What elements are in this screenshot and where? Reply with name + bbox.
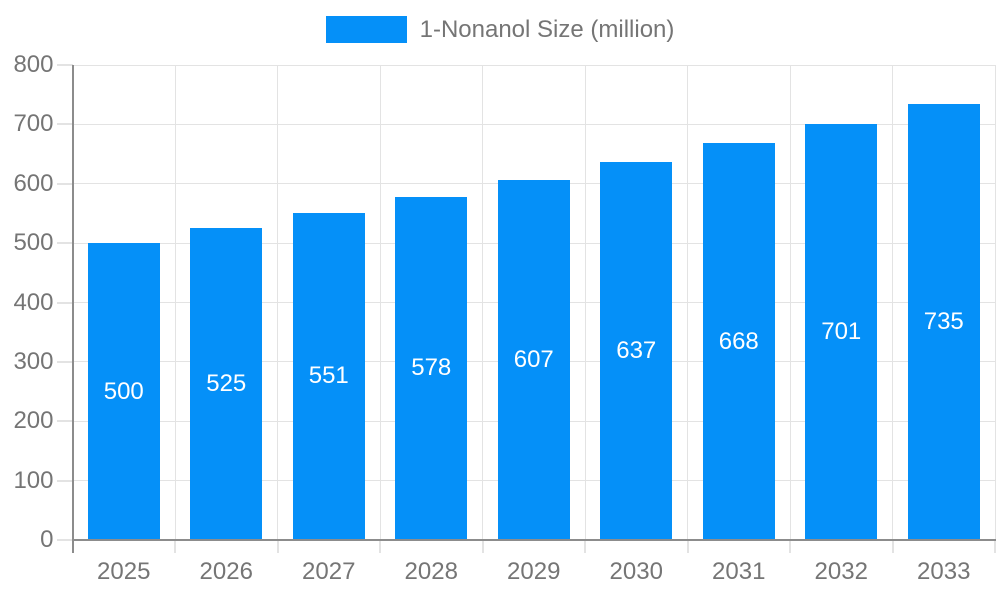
y-tick bbox=[56, 123, 73, 126]
bar-value-label: 668 bbox=[718, 327, 759, 355]
h-gridline bbox=[72, 123, 995, 125]
x-tick bbox=[994, 540, 996, 553]
legend-swatch bbox=[325, 16, 407, 43]
x-tick bbox=[686, 540, 689, 553]
x-tick bbox=[379, 540, 381, 553]
bar-value-label: 551 bbox=[308, 362, 349, 390]
v-gridline bbox=[789, 65, 791, 540]
x-tick bbox=[276, 540, 279, 553]
y-tick bbox=[56, 479, 73, 482]
y-tick-label: 500 bbox=[13, 229, 54, 257]
bar-value-label: 701 bbox=[821, 317, 862, 345]
x-tick-label: 2028 bbox=[404, 558, 458, 585]
bar bbox=[395, 196, 468, 540]
y-tick-label: 300 bbox=[13, 347, 54, 375]
bar bbox=[805, 123, 878, 540]
bar bbox=[600, 161, 673, 540]
x-tick bbox=[891, 540, 894, 553]
y-tick bbox=[56, 182, 73, 185]
y-tick-label: 200 bbox=[13, 407, 54, 435]
x-tick bbox=[481, 540, 484, 553]
bar-value-label: 637 bbox=[616, 336, 657, 364]
y-tick-label: 700 bbox=[13, 110, 54, 138]
v-gridline bbox=[174, 65, 176, 540]
y-tick bbox=[56, 301, 73, 304]
bar bbox=[87, 243, 160, 540]
bar-value-label: 500 bbox=[103, 377, 144, 405]
x-tick-label: 2026 bbox=[199, 558, 253, 585]
bar-value-label: 525 bbox=[206, 370, 247, 398]
v-gridline bbox=[482, 65, 483, 540]
y-axis-line bbox=[71, 65, 74, 553]
bar-value-label: 578 bbox=[411, 354, 452, 382]
x-tick-label: 2025 bbox=[97, 558, 151, 585]
v-gridline bbox=[277, 65, 278, 540]
x-tick-label: 2029 bbox=[507, 558, 561, 585]
v-gridline bbox=[892, 65, 893, 540]
v-gridline bbox=[584, 65, 586, 540]
x-tick-label: 2027 bbox=[302, 558, 356, 585]
v-gridline bbox=[687, 65, 688, 540]
x-axis-line bbox=[71, 539, 996, 541]
bar bbox=[497, 179, 570, 540]
x-tick-label: 2033 bbox=[917, 558, 971, 585]
y-tick-label: 800 bbox=[13, 51, 54, 78]
bar bbox=[702, 143, 775, 540]
y-tick-label: 400 bbox=[13, 288, 54, 316]
x-tick-label: 2030 bbox=[609, 558, 663, 585]
v-gridline bbox=[379, 65, 381, 540]
y-tick bbox=[56, 360, 73, 363]
y-tick bbox=[56, 539, 73, 541]
bar bbox=[907, 103, 980, 540]
y-tick-label: 600 bbox=[13, 169, 54, 197]
y-tick bbox=[56, 242, 73, 245]
legend-label: 1-Nonanol Size (million) bbox=[419, 16, 675, 43]
x-tick-label: 2032 bbox=[814, 558, 868, 585]
bar-value-label: 735 bbox=[923, 307, 964, 335]
bar-value-label: 607 bbox=[513, 345, 554, 373]
bar bbox=[292, 212, 365, 540]
v-gridline bbox=[994, 65, 996, 540]
y-tick-label: 0 bbox=[40, 526, 54, 553]
legend: 1-Nonanol Size (million) bbox=[0, 16, 1000, 43]
h-gridline bbox=[72, 64, 995, 66]
bar bbox=[190, 228, 263, 540]
x-tick-label: 2031 bbox=[712, 558, 766, 585]
x-tick bbox=[174, 540, 176, 553]
y-tick bbox=[56, 64, 73, 66]
y-tick-label: 100 bbox=[13, 466, 54, 494]
x-tick bbox=[584, 540, 586, 553]
x-tick bbox=[789, 540, 791, 553]
y-tick bbox=[56, 420, 73, 423]
